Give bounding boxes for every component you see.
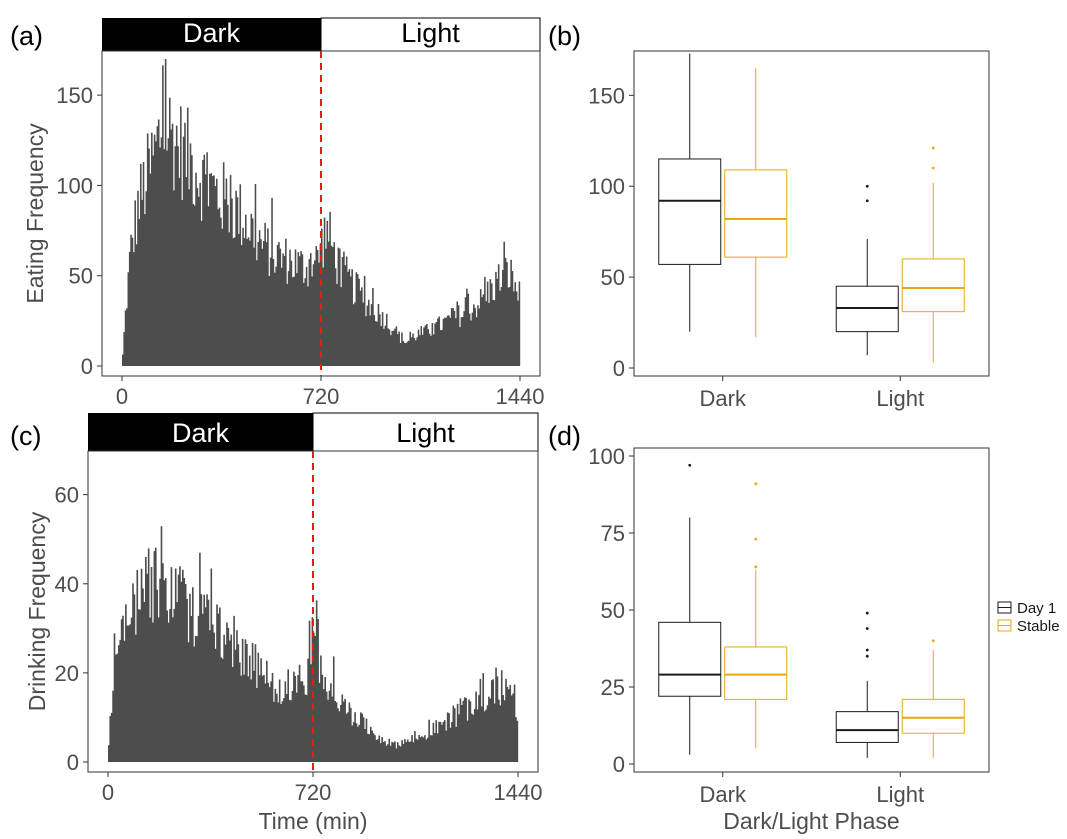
plot-frame	[633, 50, 990, 377]
y-tick-label: 100	[588, 174, 625, 199]
box-outlier	[931, 639, 935, 643]
phase-label-dark: Dark	[172, 418, 230, 448]
y-tick-label: 60	[55, 483, 79, 508]
box-iqr	[901, 698, 965, 734]
phase-label-light: Light	[396, 418, 455, 448]
legend: Day 1 Stable	[997, 600, 1060, 635]
legend-label-day1: Day 1	[1017, 600, 1056, 617]
y-tick-label: 0	[81, 354, 93, 379]
x-tick-label: 1440	[496, 384, 545, 409]
x-axis-title: Dark/Light Phase	[723, 808, 899, 834]
box-outlier	[754, 537, 758, 541]
phase-label-light: Light	[401, 18, 460, 48]
x-tick-label: 0	[102, 780, 114, 805]
y-tick-label: 0	[613, 356, 625, 381]
box-iqr	[724, 646, 788, 700]
box-iqr	[835, 711, 899, 743]
box-outlier	[865, 184, 869, 188]
x-tick-label: 720	[295, 780, 332, 805]
panel-label-a: (a)	[10, 21, 43, 51]
box-iqr	[658, 621, 722, 697]
y-axis-title: Eating Frequency	[22, 123, 48, 304]
x-tick-label: Light	[876, 386, 924, 411]
legend-item-day1: Day 1	[997, 600, 1056, 617]
box-outlier	[865, 199, 869, 203]
phase-band-light	[312, 412, 539, 452]
x-tick-label: Light	[876, 782, 924, 807]
box-outlier	[865, 611, 869, 615]
y-tick-label: 20	[55, 661, 79, 686]
box-iqr	[658, 158, 722, 265]
y-tick-label: 100	[56, 173, 93, 198]
y-axis-title: Drinking Frequency	[24, 511, 50, 711]
y-tick-label: 150	[56, 83, 93, 108]
phase-label-dark: Dark	[183, 18, 241, 48]
chart-drinking-boxplot: Dark Light 0 25 50 75 100 Dark/Light Phase	[588, 444, 990, 834]
legend-item-stable: Stable	[997, 618, 1060, 635]
phase-band-light	[320, 17, 541, 52]
x-tick-label: Dark	[700, 782, 747, 807]
y-tick-label: 50	[69, 264, 93, 289]
box-outlier	[688, 463, 692, 467]
x-tick-label: Dark	[700, 386, 747, 411]
y-tick-label: 75	[601, 521, 625, 546]
x-tick-label: 1440	[494, 780, 543, 805]
y-tick-label: 50	[601, 265, 625, 290]
box-outlier	[754, 565, 758, 569]
phase-band-dark	[88, 413, 313, 451]
box-outlier	[865, 627, 869, 630]
panel-label-c: (c)	[10, 421, 41, 451]
frequency-bars	[122, 59, 521, 366]
box-iqr	[724, 169, 788, 258]
y-tick-label: 40	[55, 572, 79, 597]
y-tick-label: 0	[613, 752, 625, 777]
box-iqr	[901, 258, 965, 313]
y-tick-label: 100	[588, 444, 625, 469]
panel-label-b: (b)	[548, 21, 581, 51]
y-tick-label: 25	[601, 675, 625, 700]
y-tick-label: 50	[601, 598, 625, 623]
x-axis-title: Time (min)	[258, 808, 367, 834]
box-outlier	[931, 146, 935, 150]
x-tick-label: 720	[303, 384, 340, 409]
chart-eating-boxplot: Dark Light 0 50 100 150	[588, 50, 990, 411]
box-outlier	[865, 648, 869, 652]
box-outlier	[754, 482, 758, 486]
y-tick-label: 150	[588, 83, 625, 108]
x-tick-label: 0	[116, 384, 128, 409]
legend-label-stable: Stable	[1017, 618, 1060, 635]
chart-eating-frequency: Dark Light 0 720 1440 0 50 100 150 Eating Frequen…	[22, 17, 545, 409]
y-tick-label: 0	[67, 750, 79, 775]
phase-band-dark	[102, 18, 321, 51]
box-outlier	[865, 654, 869, 658]
panel-label-d: (d)	[548, 421, 581, 451]
box-outlier	[931, 166, 935, 170]
